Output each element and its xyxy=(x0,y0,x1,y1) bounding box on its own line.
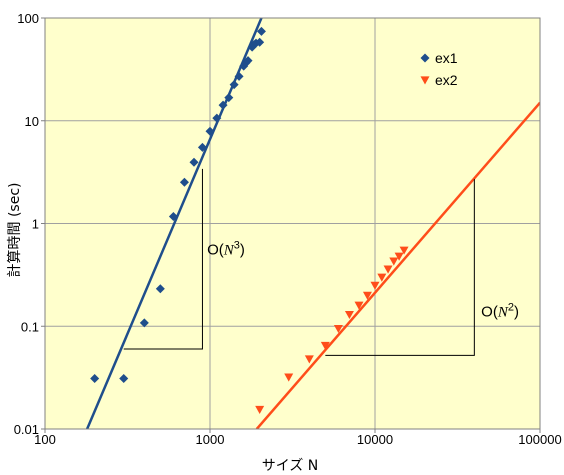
legend-marker-ex2 xyxy=(420,76,430,85)
data-point-ex1 xyxy=(168,211,178,221)
data-point-ex2 xyxy=(333,324,343,334)
order-triangle xyxy=(123,168,203,350)
data-point-ex2 xyxy=(255,405,265,414)
data-point-ex2 xyxy=(320,341,330,350)
data-points xyxy=(90,26,409,414)
data-point-ex1 xyxy=(224,93,234,103)
y-tick-label: 100 xyxy=(17,11,39,26)
data-point-ex1 xyxy=(139,318,149,328)
order-label: O(N2) xyxy=(481,301,519,320)
data-point-ex1 xyxy=(256,26,266,36)
data-point-ex2 xyxy=(362,291,372,300)
order-label-prefix: O( xyxy=(481,303,498,320)
legend-label-ex2: ex2 xyxy=(435,72,458,88)
x-tick-label: 10000 xyxy=(357,432,393,447)
data-point-ex1 xyxy=(212,113,222,123)
data-point-ex2 xyxy=(354,301,364,310)
data-point-ex1 xyxy=(189,157,199,167)
x-axis-label: サイズ N xyxy=(262,458,319,474)
order-label-exponent: 3 xyxy=(234,239,240,251)
tick-labels: 100 1000 10000 100000 0.01 0.1 1 10 100 xyxy=(14,11,562,447)
order-label-exponent: 2 xyxy=(508,301,514,313)
grid xyxy=(45,18,540,429)
order-label-suffix: ) xyxy=(240,241,245,258)
data-point-ex1 xyxy=(179,177,189,187)
data-point-ex1 xyxy=(90,374,100,384)
order-label: O(N3) xyxy=(207,239,245,258)
data-point-ex2 xyxy=(383,265,393,274)
order-label-var: N xyxy=(497,304,509,320)
y-tick-label: 1 xyxy=(32,217,39,232)
data-point-ex2 xyxy=(284,373,294,382)
x-tick-label: 1000 xyxy=(196,432,225,447)
data-point-ex1 xyxy=(255,37,265,47)
data-point-ex1 xyxy=(218,100,228,110)
x-tick-label: 100000 xyxy=(518,432,561,447)
order-triangles: O(N3)O(N2) xyxy=(123,168,519,356)
data-point-ex1 xyxy=(197,142,207,152)
data-point-ex2 xyxy=(389,257,399,266)
data-point-ex2 xyxy=(344,310,354,320)
order-label-prefix: O( xyxy=(207,241,224,258)
order-label-suffix: ) xyxy=(514,303,519,320)
data-point-ex1 xyxy=(234,71,244,81)
data-point-ex1 xyxy=(205,126,215,136)
y-tick-label: 0.01 xyxy=(14,422,39,437)
data-point-ex2 xyxy=(377,273,387,282)
legend-label-ex1: ex1 xyxy=(435,50,458,66)
data-point-ex2 xyxy=(370,281,380,290)
data-point-ex1 xyxy=(229,80,239,90)
order-triangle xyxy=(325,179,475,356)
x-tick-label: 100 xyxy=(34,432,56,447)
legend-marker-ex1 xyxy=(420,53,430,63)
data-point-ex2 xyxy=(394,252,404,261)
y-tick-label: 0.1 xyxy=(21,319,39,334)
data-point-ex2 xyxy=(399,246,409,255)
y-tick-label: 10 xyxy=(25,114,39,129)
fit-line-ex2 xyxy=(255,101,540,429)
data-point-ex2 xyxy=(304,355,314,364)
data-point-ex1 xyxy=(155,284,165,294)
order-label-var: N xyxy=(223,242,235,258)
plot-border xyxy=(44,17,541,430)
data-point-ex1 xyxy=(119,374,129,384)
data-point-ex1 xyxy=(243,56,253,66)
y-axis-label: 計算時間 (sec) xyxy=(7,183,23,278)
x-axis-title: サイズ N xyxy=(262,458,319,474)
